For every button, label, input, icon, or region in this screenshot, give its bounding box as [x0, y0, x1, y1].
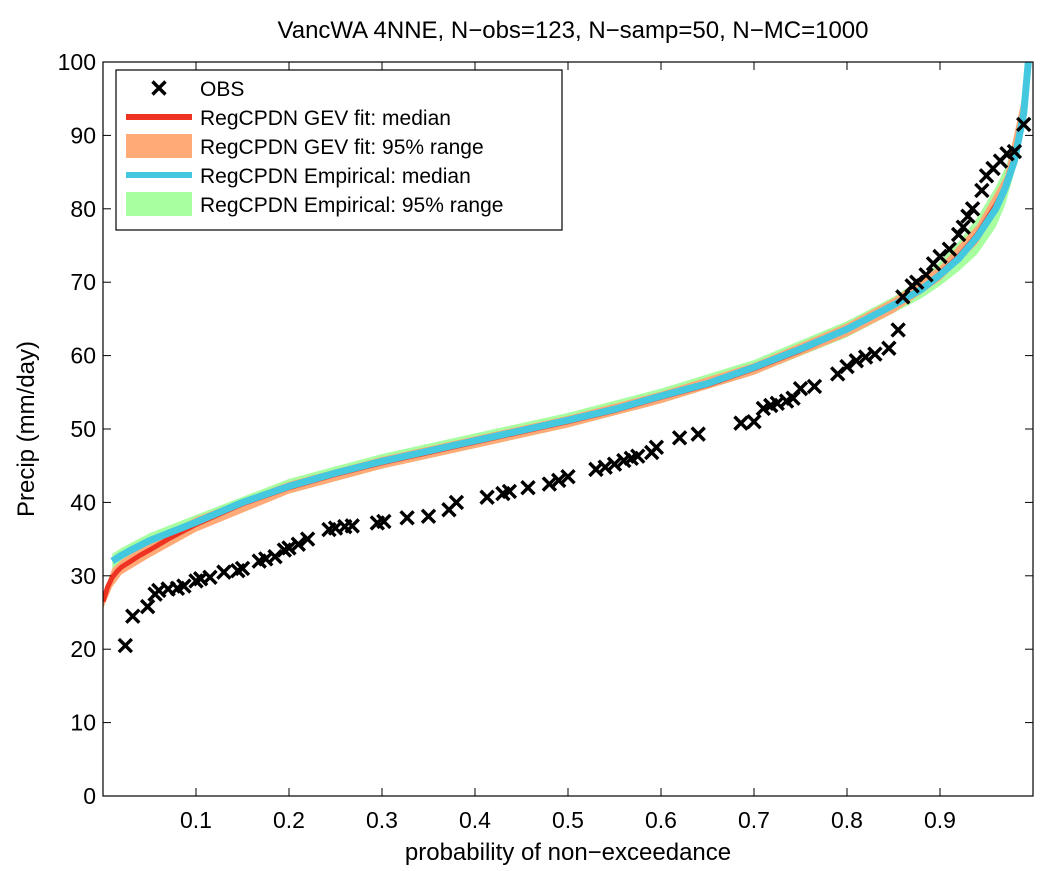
- legend-label: RegCPDN Empirical: 95% range: [200, 194, 503, 217]
- obs-point: [960, 208, 976, 224]
- obs-point: [501, 483, 518, 500]
- obs-point: [848, 353, 865, 369]
- obs-point: [890, 322, 906, 338]
- y-tick-label: 50: [70, 416, 96, 442]
- obs-point: [448, 494, 465, 511]
- y-tick-label: 60: [70, 343, 96, 369]
- obs-point: [541, 476, 558, 492]
- y-tick-label: 40: [70, 489, 96, 515]
- obs-point: [955, 219, 971, 235]
- obs-point: [974, 182, 990, 199]
- obs-point: [125, 608, 141, 624]
- obs-point: [941, 241, 958, 257]
- legend-symbol-band: [126, 134, 192, 158]
- y-tick-label: 10: [70, 710, 96, 736]
- obs-point: [606, 456, 623, 472]
- y-tick-label: 20: [70, 636, 96, 662]
- x-tick-label: 0.1: [180, 807, 212, 833]
- obs-point: [630, 448, 646, 464]
- obs-point: [792, 380, 809, 397]
- obs-point: [560, 469, 576, 485]
- obs-point: [950, 226, 967, 243]
- x-tick-label: 0.4: [459, 807, 491, 833]
- obs-point: [520, 480, 536, 496]
- x-tick-label: 0.5: [552, 807, 584, 833]
- obs-point: [376, 513, 392, 530]
- obs-point: [1015, 116, 1032, 133]
- obs-point: [234, 560, 251, 577]
- obs-point: [550, 472, 567, 489]
- legend-label: OBS: [200, 78, 244, 101]
- y-tick-label: 0: [83, 783, 96, 809]
- legend: OBS RegCPDN GEV fit: median RegCPDN GEV fi…: [115, 69, 563, 231]
- obs-point: [881, 340, 897, 356]
- y-tick-label: 30: [70, 563, 96, 589]
- obs-point: [139, 598, 156, 615]
- obs-point: [839, 358, 855, 375]
- y-axis-label: Precip (mm/day): [13, 341, 40, 517]
- obs-point: [281, 540, 297, 556]
- obs-point: [733, 415, 749, 431]
- legend-label: RegCPDN GEV fit: median: [200, 107, 451, 130]
- obs-point: [399, 510, 415, 526]
- obs-point: [746, 413, 762, 430]
- axes: 0.1 0.2 0.3 0.4 0.5 0.6 0.7 0.8 0.9 0 10 20 30 40 50 60…: [58, 49, 1033, 833]
- obs-point: [867, 346, 883, 362]
- x-tick-label: 0.8: [831, 807, 863, 833]
- x-tick-label: 0.7: [738, 807, 770, 833]
- y-tick-label: 80: [70, 196, 96, 222]
- legend-label: RegCPDN GEV fit: 95% range: [200, 136, 484, 159]
- y-tick-label: 100: [58, 49, 96, 75]
- obs-point: [202, 569, 218, 585]
- obs-point: [671, 430, 688, 446]
- obs-point: [964, 201, 981, 217]
- gev-95-range-band: [103, 91, 1024, 609]
- obs-point: [1006, 143, 1023, 160]
- x-tick-label: 0.6: [645, 807, 677, 833]
- obs-point: [117, 637, 134, 654]
- obs-point: [299, 531, 316, 547]
- obs-point: [267, 549, 283, 565]
- legend-label: RegCPDN Empirical: median: [200, 165, 471, 188]
- plot-area: [103, 62, 1032, 654]
- obs-point: [290, 536, 307, 552]
- x-axis-label: probability of non−exceedance: [405, 839, 731, 866]
- obs-point: [216, 564, 232, 580]
- obs-point: [918, 267, 934, 283]
- y-tick-label: 90: [70, 122, 96, 148]
- obs-point: [344, 518, 360, 534]
- obs-point: [176, 578, 192, 594]
- x-tick-label: 0.9: [924, 807, 956, 833]
- y-tick-label: 70: [70, 269, 96, 295]
- obs-point: [690, 426, 706, 442]
- obs-point: [648, 439, 665, 456]
- legend-symbol-obs: [151, 80, 167, 96]
- chart-title: VancWA 4NNE, N−obs=123, N−samp=50, N−MC=…: [278, 17, 869, 44]
- legend-symbol-band: [126, 192, 192, 216]
- obs-point: [420, 508, 437, 525]
- x-tick-label: 0.2: [273, 807, 305, 833]
- obs-point: [479, 489, 495, 505]
- x-tick-label: 0.3: [366, 807, 398, 833]
- obs-point: [806, 378, 823, 395]
- empirical-median-line: [110, 62, 1032, 565]
